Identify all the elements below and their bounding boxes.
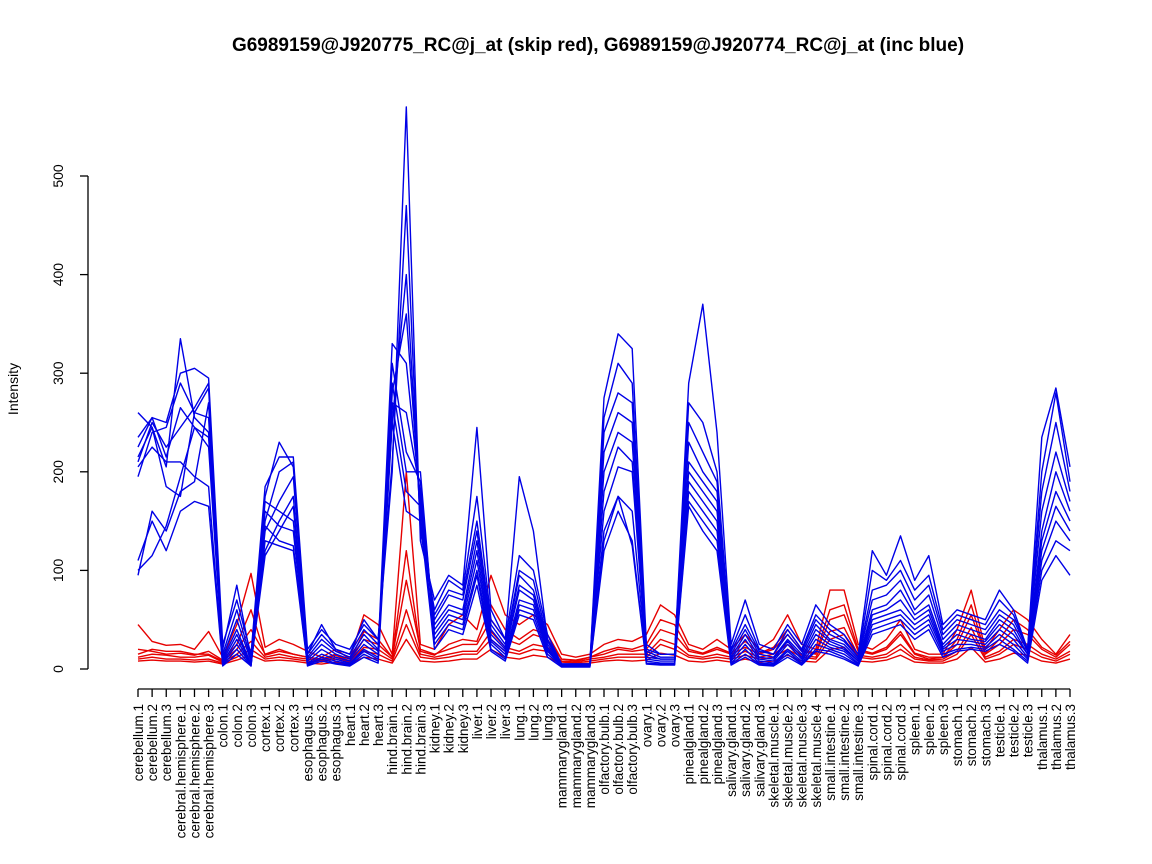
series-line-inc-3 bbox=[137, 273, 1071, 665]
x-tick-label: stomach.2 bbox=[964, 704, 979, 766]
x-tick-label: skeletal.muscle.1 bbox=[767, 704, 782, 808]
x-tick-label: lung.3 bbox=[541, 704, 556, 741]
x-tick-label: salivary.gland.1 bbox=[724, 704, 739, 797]
series-line-inc-10 bbox=[137, 421, 1071, 668]
y-tick-label: 300 bbox=[50, 361, 66, 385]
x-tick-label: ovary.1 bbox=[639, 704, 654, 747]
x-tick-label: ovary.2 bbox=[654, 704, 669, 747]
x-tick-label: spinal.cord.2 bbox=[879, 704, 894, 781]
y-axis: 0 100 200 300 400 500 bbox=[50, 164, 89, 673]
y-tick-label: 200 bbox=[50, 460, 66, 484]
x-tick-label: liver.1 bbox=[470, 704, 485, 739]
x-tick-label: cortex.1 bbox=[258, 704, 273, 752]
x-tick-label: heart.3 bbox=[371, 704, 386, 746]
x-tick-label: salivary.gland.2 bbox=[738, 704, 753, 797]
series-line-skip-1 bbox=[137, 471, 1071, 660]
series-line-skip-4 bbox=[137, 609, 1071, 663]
x-tick-label: testicle.2 bbox=[1007, 704, 1022, 757]
x-tick-label: testicle.3 bbox=[1021, 704, 1036, 757]
x-tick-label: thalamus.2 bbox=[1049, 704, 1064, 770]
x-tick-label: hind.brain.3 bbox=[413, 704, 428, 775]
series-layer bbox=[137, 106, 1071, 668]
x-tick-label: cerebellum.2 bbox=[145, 704, 160, 781]
x-axis: cerebellum.1 cerebellum.2 cerebellum.3 cere… bbox=[131, 688, 1078, 838]
x-tick-label: small.intestine.1 bbox=[823, 704, 838, 801]
x-tick-label: salivary.gland.3 bbox=[752, 704, 767, 797]
series-line-skip-5 bbox=[137, 638, 1071, 665]
x-tick-label: colon.2 bbox=[230, 704, 245, 748]
x-tick-label: ovary.3 bbox=[668, 704, 683, 747]
y-tick-label: 100 bbox=[50, 559, 66, 583]
x-tick-label: spinal.cord.1 bbox=[865, 704, 880, 781]
x-tick-label: olfactory.bulb.1 bbox=[597, 704, 612, 795]
x-tick-label: small.intestine.3 bbox=[851, 704, 866, 801]
x-tick-label: pinealgland.1 bbox=[682, 704, 697, 784]
x-tick-label: cerebral.hemisphere.2 bbox=[188, 704, 203, 838]
x-tick-label: thalamus.3 bbox=[1063, 704, 1078, 770]
series-line-inc-6 bbox=[137, 382, 1071, 666]
y-axis-label: Intensity bbox=[5, 363, 21, 415]
x-tick-label: skeletal.muscle.2 bbox=[781, 704, 796, 808]
x-tick-label: spleen.2 bbox=[922, 704, 937, 755]
x-tick-label: spleen.1 bbox=[908, 704, 923, 755]
x-tick-label: spinal.cord.3 bbox=[894, 704, 909, 781]
x-tick-label: esophagus.1 bbox=[301, 704, 316, 781]
x-tick-label: small.intestine.2 bbox=[837, 704, 852, 801]
x-tick-label: pinealgland.3 bbox=[710, 704, 725, 784]
x-tick-label: liver.3 bbox=[498, 704, 513, 739]
x-tick-label: stomach.3 bbox=[978, 704, 993, 766]
x-tick-label: mammarygland.1 bbox=[555, 704, 570, 808]
x-tick-label: olfactory.bulb.3 bbox=[625, 704, 640, 795]
series-line-inc-7 bbox=[137, 362, 1071, 666]
x-tick-label: olfactory.bulb.2 bbox=[611, 704, 626, 795]
x-tick-label: colon.1 bbox=[216, 704, 231, 748]
series-line-inc-4 bbox=[137, 313, 1071, 665]
series-line-skip-3 bbox=[137, 623, 1071, 664]
series-line-inc-2 bbox=[137, 204, 1071, 665]
x-tick-label: hind.brain.1 bbox=[385, 704, 400, 775]
x-tick-label: spleen.3 bbox=[936, 704, 951, 755]
x-tick-label: esophagus.2 bbox=[315, 704, 330, 781]
x-tick-label: hind.brain.2 bbox=[399, 704, 414, 775]
series-line-skip-6 bbox=[137, 550, 1071, 662]
x-tick-label: skeletal.muscle.3 bbox=[795, 704, 810, 808]
x-tick-label: cortex.2 bbox=[272, 704, 287, 752]
x-tick-label: lung.2 bbox=[526, 704, 541, 741]
x-tick-label: kidney.3 bbox=[456, 704, 471, 753]
series-line-inc-9 bbox=[137, 402, 1071, 667]
x-tick-label: pinealgland.2 bbox=[696, 704, 711, 784]
y-tick-label: 400 bbox=[50, 263, 66, 287]
x-tick-label: cerebral.hemisphere.1 bbox=[173, 704, 188, 838]
x-tick-label: cerebral.hemisphere.3 bbox=[202, 704, 217, 838]
x-tick-label: colon.3 bbox=[244, 704, 259, 748]
y-tick-label: 0 bbox=[50, 665, 66, 673]
x-tick-label: lung.1 bbox=[512, 704, 527, 741]
series-line-inc-8 bbox=[137, 382, 1071, 667]
x-tick-label: cerebellum.1 bbox=[131, 704, 146, 781]
x-tick-label: kidney.2 bbox=[442, 704, 457, 753]
x-tick-label: heart.2 bbox=[357, 704, 372, 746]
x-tick-label: mammarygland.3 bbox=[583, 704, 598, 808]
x-tick-label: esophagus.3 bbox=[329, 704, 344, 781]
x-tick-label: thalamus.1 bbox=[1035, 704, 1050, 770]
x-tick-label: mammarygland.2 bbox=[569, 704, 584, 808]
series-line-inc-5 bbox=[137, 342, 1071, 665]
x-tick-label: liver.2 bbox=[484, 704, 499, 739]
y-tick-label: 500 bbox=[50, 164, 66, 188]
x-tick-label: cortex.3 bbox=[286, 704, 301, 752]
x-tick-label: kidney.1 bbox=[428, 704, 443, 753]
chart-title: G6989159@J920775_RC@j_at (skip red), G69… bbox=[232, 35, 964, 56]
x-tick-label: stomach.1 bbox=[950, 704, 965, 766]
x-tick-label: skeletal.muscle.4 bbox=[809, 704, 824, 808]
x-tick-label: heart.1 bbox=[343, 704, 358, 746]
x-tick-label: testicle.1 bbox=[992, 704, 1007, 757]
x-tick-label: cerebellum.3 bbox=[159, 704, 174, 781]
